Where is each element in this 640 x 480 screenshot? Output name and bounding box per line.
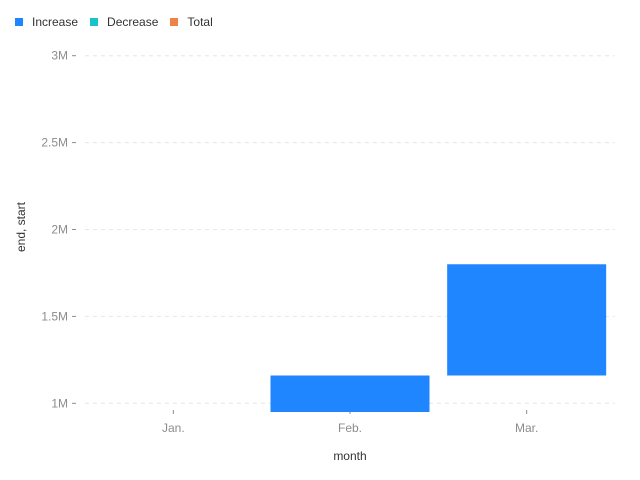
legend-label-increase: Increase xyxy=(32,15,79,29)
x-axis-title: month xyxy=(333,449,366,463)
y-tick-label: 1.5M xyxy=(41,309,68,323)
x-axis: Jan. Feb. Mar. xyxy=(162,410,538,435)
x-tick-label: Feb. xyxy=(338,421,362,435)
bar-increase-feb[interactable] xyxy=(270,375,430,421)
legend-swatch-total xyxy=(170,18,179,26)
y-axis: 1M 1.5M 2M 2.5M 3M xyxy=(41,49,76,410)
y-tick-label: 2M xyxy=(51,223,68,237)
y-tick-label: 1M xyxy=(51,396,68,410)
legend-item-increase[interactable]: Increase xyxy=(15,15,78,29)
y-tick-label: 2.5M xyxy=(41,136,68,150)
legend-swatch-decrease xyxy=(90,18,99,26)
legend-label-total: Total xyxy=(187,15,213,29)
x-tick-label: Mar. xyxy=(515,421,538,435)
legend-item-total[interactable]: Total xyxy=(170,15,213,29)
legend: Increase Decrease Total xyxy=(15,15,225,29)
bars xyxy=(270,264,607,421)
legend-item-decrease[interactable]: Decrease xyxy=(90,15,158,29)
y-tick-label: 3M xyxy=(51,49,68,63)
legend-swatch-increase xyxy=(15,18,23,26)
legend-label-decrease: Decrease xyxy=(107,15,159,29)
x-tick-label: Jan. xyxy=(162,421,185,435)
bar-increase-mar[interactable] xyxy=(447,264,607,376)
y-axis-title: end, start xyxy=(14,201,28,252)
